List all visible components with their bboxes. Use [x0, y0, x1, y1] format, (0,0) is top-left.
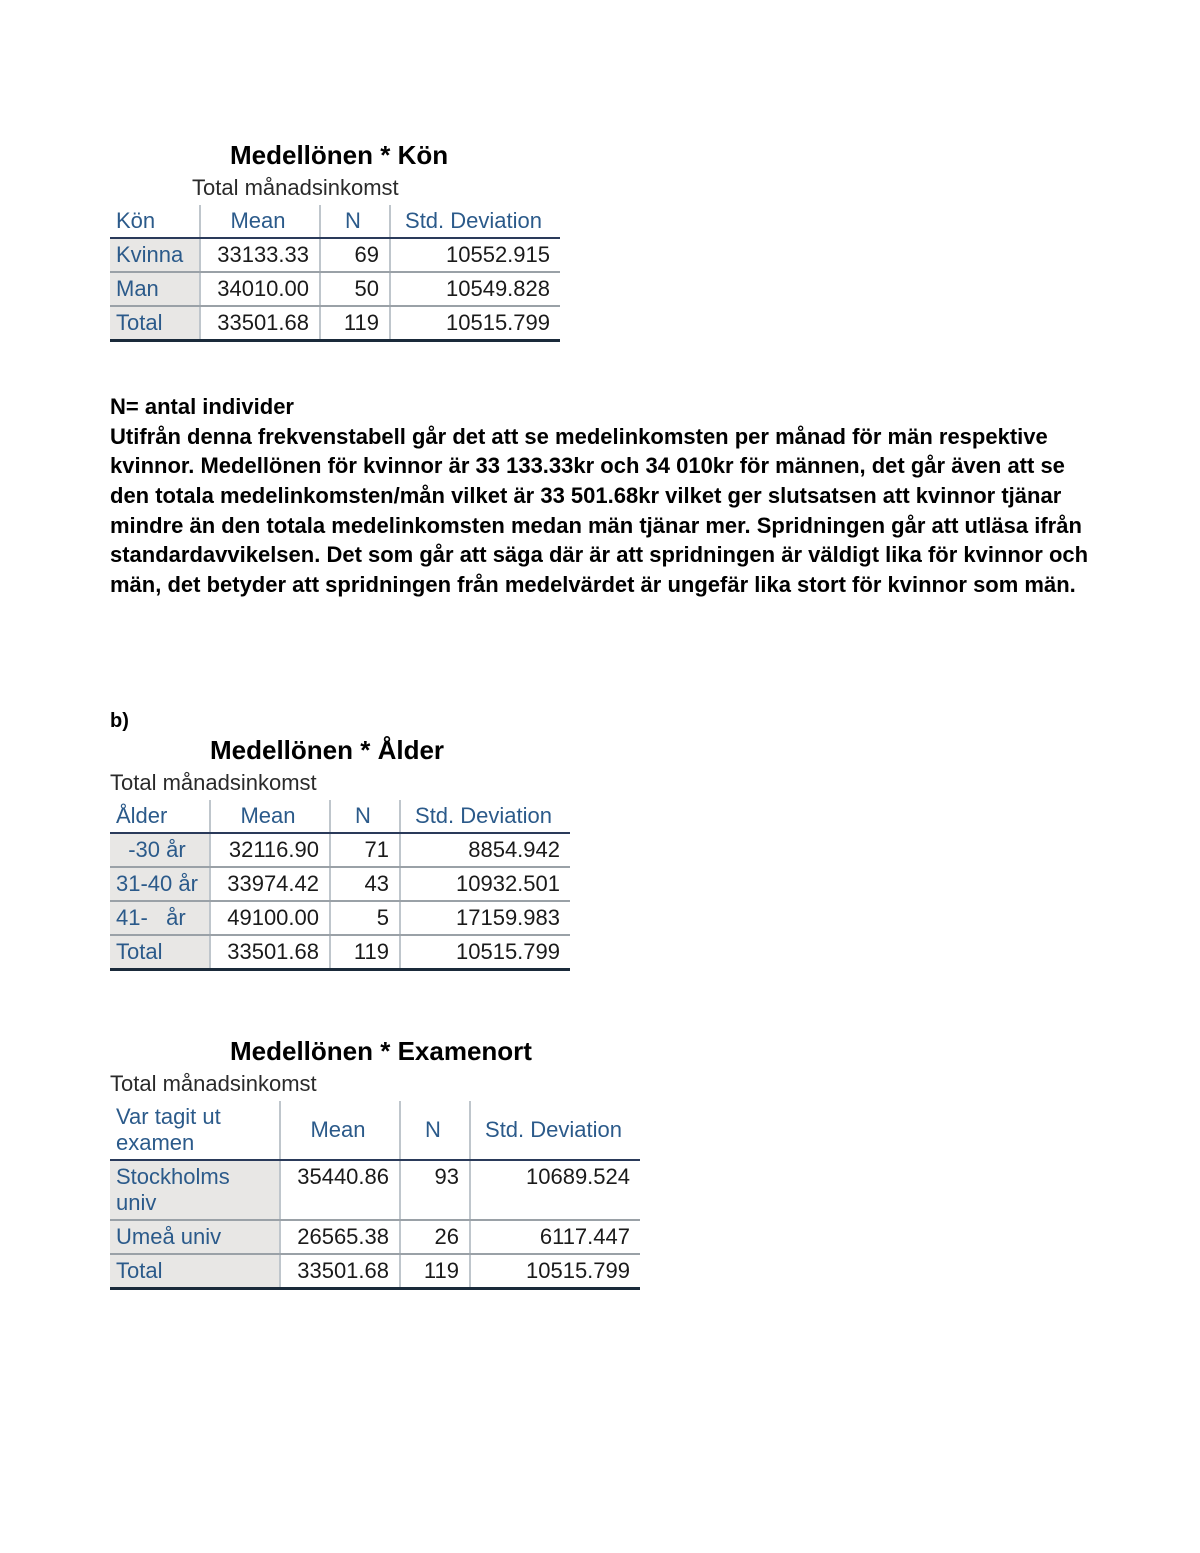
table2-title: Medellönen * Ålder — [110, 735, 1090, 766]
table-row: 41- år 49100.00 5 17159.983 — [110, 901, 570, 935]
table2-subtitle: Total månadsinkomst — [110, 770, 1090, 796]
cell-label: Man — [110, 272, 200, 306]
cell-n: 5 — [330, 901, 400, 935]
table1: Kön Mean N Std. Deviation Kvinna 33133.3… — [110, 205, 560, 342]
th-n: N — [400, 1101, 470, 1160]
cell-label: Kvinna — [110, 238, 200, 272]
table-row: 31-40 år 33974.42 43 10932.501 — [110, 867, 570, 901]
table-row: -30 år 32116.90 71 8854.942 — [110, 833, 570, 867]
cell-label: Stockholms univ — [110, 1160, 280, 1220]
cell-sd: 10515.799 — [390, 306, 560, 341]
table-row: Umeå univ 26565.38 26 6117.447 — [110, 1220, 640, 1254]
table-row: Stockholms univ 35440.86 93 10689.524 — [110, 1160, 640, 1220]
table3-subtitle: Total månadsinkomst — [110, 1071, 1090, 1097]
cell-sd: 17159.983 — [400, 901, 570, 935]
th-n: N — [330, 800, 400, 833]
table3-header-row: Var tagit ut examen Mean N Std. Deviatio… — [110, 1101, 640, 1160]
cell-sd: 10515.799 — [400, 935, 570, 970]
table-age: Medellönen * Ålder Total månadsinkomst Å… — [110, 735, 1090, 971]
cell-label: Total — [110, 1254, 280, 1289]
table-row: Total 33501.68 119 10515.799 — [110, 306, 560, 341]
cell-n: 43 — [330, 867, 400, 901]
table-row: Kvinna 33133.33 69 10552.915 — [110, 238, 560, 272]
table-row: Man 34010.00 50 10549.828 — [110, 272, 560, 306]
cell-n: 50 — [320, 272, 390, 306]
cell-mean: 35440.86 — [280, 1160, 400, 1220]
th-examen: Var tagit ut examen — [110, 1101, 280, 1160]
table1-header-row: Kön Mean N Std. Deviation — [110, 205, 560, 238]
table1-subtitle: Total månadsinkomst — [110, 175, 1090, 201]
cell-sd: 10689.524 — [470, 1160, 640, 1220]
cell-n: 69 — [320, 238, 390, 272]
th-mean: Mean — [210, 800, 330, 833]
table1-title: Medellönen * Kön — [110, 140, 1090, 171]
cell-sd: 10552.915 — [390, 238, 560, 272]
cell-sd: 8854.942 — [400, 833, 570, 867]
table3: Var tagit ut examen Mean N Std. Deviatio… — [110, 1101, 640, 1290]
cell-sd: 10515.799 — [470, 1254, 640, 1289]
cell-mean: 33501.68 — [210, 935, 330, 970]
th-alder: Ålder — [110, 800, 210, 833]
cell-sd: 6117.447 — [470, 1220, 640, 1254]
cell-label: Total — [110, 306, 200, 341]
th-kon: Kön — [110, 205, 200, 238]
table2-header-row: Ålder Mean N Std. Deviation — [110, 800, 570, 833]
th-mean: Mean — [200, 205, 320, 238]
table3-title: Medellönen * Examenort — [110, 1036, 1090, 1067]
table2: Ålder Mean N Std. Deviation -30 år 32116… — [110, 800, 570, 971]
table-gender: Medellönen * Kön Total månadsinkomst Kön… — [110, 140, 1090, 342]
cell-label: 41- år — [110, 901, 210, 935]
cell-mean: 33133.33 — [200, 238, 320, 272]
cell-n: 93 — [400, 1160, 470, 1220]
analysis-body: Utifrån denna frekvenstabell går det att… — [110, 424, 1088, 597]
cell-mean: 49100.00 — [210, 901, 330, 935]
cell-sd: 10549.828 — [390, 272, 560, 306]
cell-mean: 33501.68 — [200, 306, 320, 341]
cell-mean: 34010.00 — [200, 272, 320, 306]
cell-n: 119 — [400, 1254, 470, 1289]
cell-mean: 32116.90 — [210, 833, 330, 867]
cell-n: 26 — [400, 1220, 470, 1254]
cell-n: 119 — [320, 306, 390, 341]
th-n: N — [320, 205, 390, 238]
cell-mean: 33974.42 — [210, 867, 330, 901]
section-b-label: b) — [110, 710, 1090, 733]
th-sd: Std. Deviation — [400, 800, 570, 833]
cell-label: Total — [110, 935, 210, 970]
th-mean: Mean — [280, 1101, 400, 1160]
analysis-paragraph: N= antal individer Utifrån denna frekven… — [110, 392, 1090, 600]
table-examenort: Medellönen * Examenort Total månadsinkom… — [110, 1036, 1090, 1290]
cell-label: -30 år — [110, 833, 210, 867]
n-explain: N= antal individer — [110, 394, 294, 419]
cell-label: 31-40 år — [110, 867, 210, 901]
table-row: Total 33501.68 119 10515.799 — [110, 1254, 640, 1289]
th-sd: Std. Deviation — [470, 1101, 640, 1160]
th-sd: Std. Deviation — [390, 205, 560, 238]
table-row: Total 33501.68 119 10515.799 — [110, 935, 570, 970]
cell-sd: 10932.501 — [400, 867, 570, 901]
cell-label: Umeå univ — [110, 1220, 280, 1254]
cell-n: 71 — [330, 833, 400, 867]
cell-n: 119 — [330, 935, 400, 970]
cell-mean: 26565.38 — [280, 1220, 400, 1254]
cell-mean: 33501.68 — [280, 1254, 400, 1289]
